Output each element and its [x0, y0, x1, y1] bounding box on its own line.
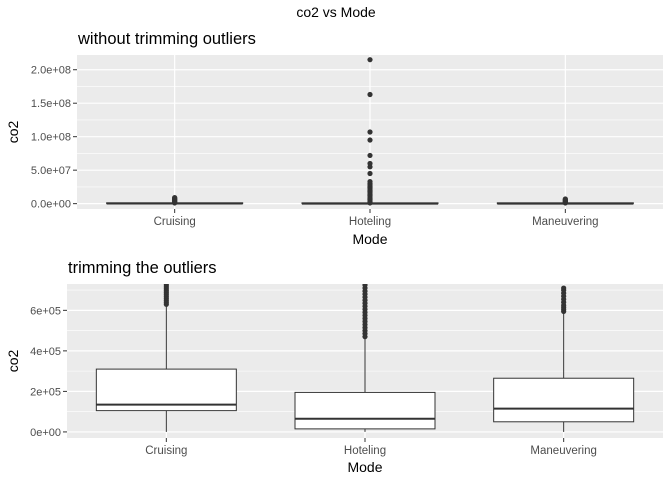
y-tick-label: 6e+05: [30, 305, 61, 317]
box-cruising: [106, 195, 244, 206]
outlier-point: [367, 129, 373, 135]
chart-panel-1: 0.0e+00 5.0e+07 1.0e+08 1.5e+08 2.0e+08 Cruis…: [5, 30, 663, 247]
outlier-point: [367, 178, 373, 185]
outlier-point: [367, 91, 373, 98]
outlier-point: [367, 137, 373, 143]
panel-title: trimming the outliers: [68, 259, 217, 277]
y-axis-label: co2: [5, 121, 21, 144]
box-maneuvering: [496, 196, 634, 206]
chart-panel-2: 0e+00 2e+05 4e+05 6e+05 Cruising Hoteling Mane…: [5, 259, 663, 475]
x-tick-label: Cruising: [154, 216, 196, 228]
y-tick-label: 4e+05: [30, 346, 61, 358]
x-tick-label: Hoteling: [349, 216, 391, 228]
x-axis-label: Mode: [352, 231, 387, 247]
y-tick-label: 2.0e+08: [31, 65, 71, 77]
outlier-point: [367, 57, 373, 63]
outlier-point: [562, 196, 568, 202]
outlier-point: [561, 285, 567, 291]
box-body: [294, 391, 436, 430]
box-hoteling: [301, 57, 439, 206]
outlier-point: [362, 284, 368, 288]
x-tick-label: Hoteling: [344, 445, 386, 457]
box-series: [106, 57, 634, 206]
x-tick-label: Maneuvering: [530, 445, 596, 457]
y-tick-label: 1.0e+08: [31, 132, 71, 144]
y-tick-label: 2e+05: [30, 386, 61, 398]
y-tick-label: 5.0e+07: [31, 165, 71, 177]
panel-title: without trimming outliers: [77, 30, 256, 48]
y-tick-label: 0e+00: [30, 427, 61, 439]
x-tick-label: Cruising: [145, 445, 187, 457]
outlier-point: [367, 160, 373, 167]
outlier-point: [367, 170, 373, 177]
box-maneuvering: [493, 285, 635, 432]
x-axis-label: Mode: [347, 459, 382, 475]
box-cruising: [95, 284, 237, 432]
y-tick-label: 0.0e+00: [31, 199, 71, 211]
box-hoteling: [294, 284, 436, 432]
box-series: [95, 284, 635, 432]
outlier-point: [163, 284, 169, 287]
y-axis-label: co2: [5, 350, 21, 373]
y-tick-label: 1.5e+08: [31, 98, 71, 110]
outlier-point: [367, 152, 373, 159]
x-tick-label: Maneuvering: [532, 216, 598, 228]
figure-title: co2 vs Mode: [296, 4, 376, 20]
box-body: [493, 377, 635, 423]
outlier-point: [172, 195, 178, 201]
